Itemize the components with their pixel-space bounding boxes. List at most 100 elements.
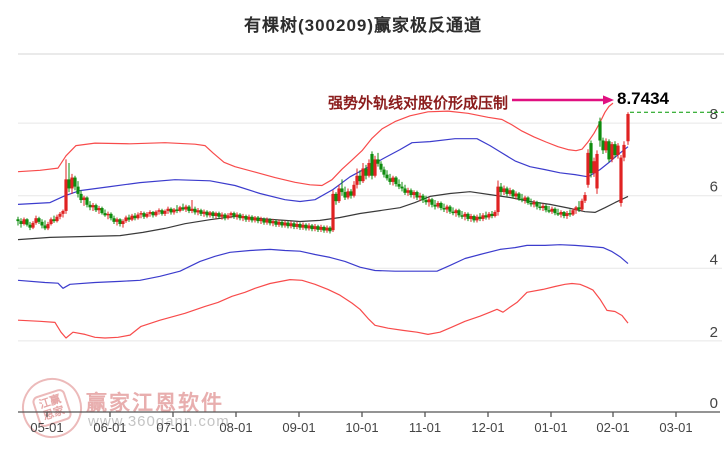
candle-body: [82, 197, 86, 201]
candle-body: [481, 215, 485, 219]
candle-body: [34, 218, 38, 223]
candle-body: [511, 190, 515, 197]
annotation-price-label: 8.7434: [617, 89, 669, 108]
candle-body: [181, 207, 185, 210]
candle-body: [439, 202, 443, 209]
candle-body: [367, 163, 371, 176]
candle-body: [535, 202, 539, 207]
candle-body: [577, 207, 581, 210]
candle-body: [103, 213, 107, 216]
candle-body: [286, 222, 290, 227]
candle-body: [202, 211, 206, 214]
candle-body: [430, 199, 434, 205]
candle-body: [262, 218, 266, 223]
candle-body: [331, 193, 335, 231]
candle-body: [226, 215, 230, 219]
candle-body: [598, 121, 602, 141]
candle-body: [277, 221, 281, 225]
candle-body: [109, 213, 113, 219]
candle-body: [358, 175, 362, 182]
candle-body: [352, 184, 356, 196]
candle-body: [355, 175, 359, 185]
candle-body: [295, 224, 299, 227]
candle-body: [232, 213, 236, 217]
candle-body: [460, 215, 464, 217]
candle-body: [514, 193, 518, 197]
candle-body: [442, 208, 446, 210]
candle-body: [40, 221, 44, 226]
candle-body: [379, 163, 383, 170]
candle-body: [235, 214, 239, 217]
candle-body: [166, 208, 170, 211]
candle-body: [301, 224, 305, 228]
x-tick-label: 02-01: [596, 420, 629, 435]
candle-body: [475, 216, 479, 221]
candle-body: [382, 169, 386, 175]
candle-body: [397, 184, 401, 187]
candle-body: [376, 159, 380, 164]
candle-body: [283, 222, 287, 226]
candle-body: [626, 114, 630, 142]
candle-body: [229, 213, 233, 216]
channel-line-inner_upper: [17, 138, 629, 205]
candle-body: [505, 188, 509, 194]
candle-body: [406, 190, 410, 193]
candle-body: [298, 224, 302, 228]
x-axis: 05-01 06-01 07-01 08-01 09-01 10-01 11-01 12-01…: [18, 411, 720, 435]
candle-body: [22, 219, 26, 225]
candle-body: [601, 140, 605, 151]
candle-body: [58, 213, 62, 217]
candle-body: [334, 193, 338, 202]
candle-body: [304, 224, 308, 229]
candle-body: [271, 221, 275, 224]
candle-body: [157, 210, 161, 212]
candle-body: [616, 145, 620, 156]
candle-body: [526, 197, 530, 203]
candle-body: [346, 191, 350, 198]
candle-body: [148, 212, 152, 214]
candle-body: [496, 186, 500, 213]
candle-body: [403, 188, 407, 193]
candle-body: [463, 213, 467, 217]
candle-body: [607, 141, 611, 160]
candle-body: [436, 202, 440, 207]
candle-body: [64, 179, 68, 211]
candle-body: [559, 212, 563, 215]
candle-body: [400, 186, 404, 189]
candle-body: [394, 177, 398, 185]
candle-body: [124, 217, 128, 222]
candle-body: [583, 194, 587, 201]
candle-body: [196, 210, 200, 213]
candle-body: [307, 225, 311, 229]
candle-body: [250, 216, 254, 221]
candle-body: [187, 206, 191, 211]
candle-body: [160, 210, 164, 214]
candle-body: [256, 217, 260, 222]
candle-body: [94, 205, 98, 211]
candle-body: [421, 195, 425, 201]
candle-body: [118, 219, 122, 225]
candle-body: [151, 212, 155, 216]
candle-body: [130, 215, 134, 220]
candle-body: [247, 216, 251, 220]
candle-body: [73, 177, 77, 187]
candle-body: [31, 222, 35, 228]
candle-body: [613, 144, 617, 156]
candle-body: [211, 212, 215, 217]
candle-body: [190, 208, 194, 211]
candle-body: [547, 210, 551, 212]
candle-body: [622, 144, 626, 158]
candle-body: [145, 213, 149, 217]
candle-body: [316, 226, 320, 230]
candle-body: [565, 213, 569, 217]
candle-body: [112, 218, 116, 222]
candle-body: [214, 213, 218, 217]
candle-body: [520, 198, 524, 201]
candle-body: [220, 214, 224, 217]
candle-body: [580, 200, 584, 210]
candle-body: [427, 199, 431, 203]
x-tick-label: 01-01: [534, 420, 567, 435]
candle-body: [205, 211, 209, 216]
candle-body: [88, 204, 92, 208]
